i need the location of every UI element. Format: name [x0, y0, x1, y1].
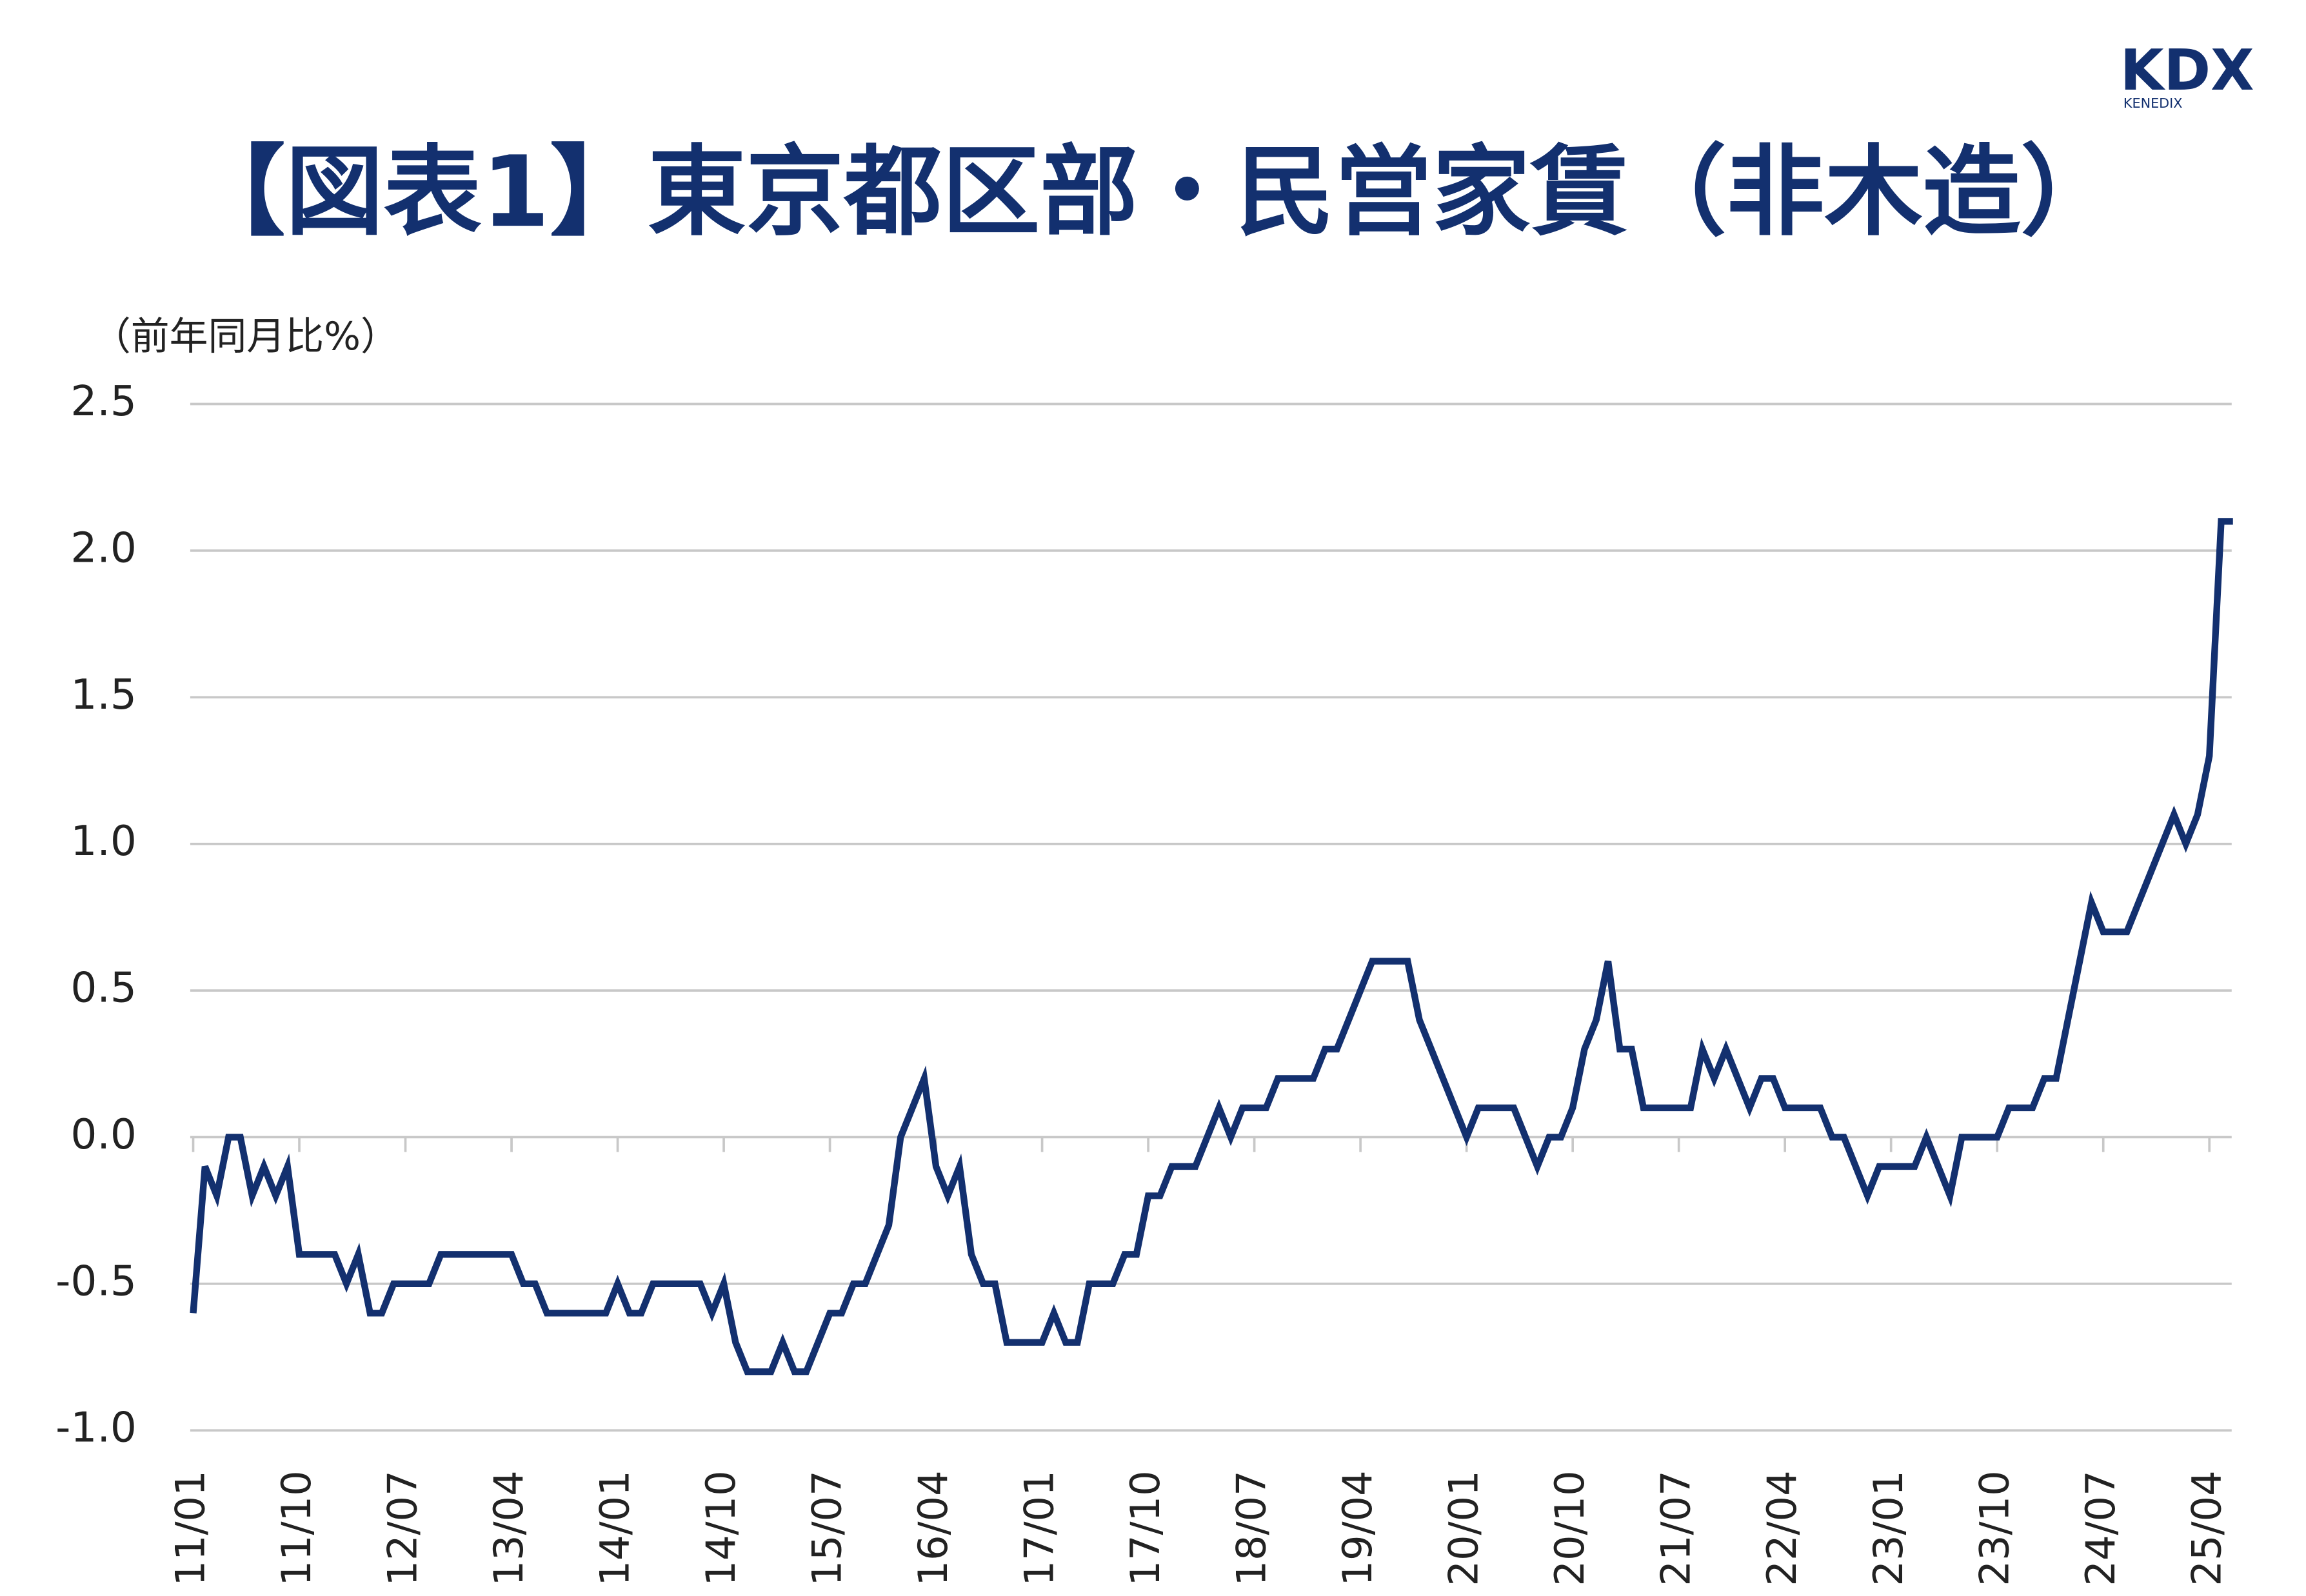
y-tick-label: 2.0: [70, 524, 137, 572]
line-series: [190, 518, 2233, 1375]
y-tick-label: 1.5: [70, 671, 137, 719]
x-tick-label: 18/07: [1228, 1470, 1275, 1586]
x-tick-label: 17/01: [1016, 1470, 1063, 1586]
x-tick-label: 16/04: [909, 1470, 957, 1586]
x-tick-label: 12/07: [379, 1470, 426, 1586]
x-tick-label: 11/10: [273, 1470, 320, 1586]
y-tick-label: 0.5: [70, 964, 137, 1012]
y-axis-label: （前年同月比%）: [92, 314, 399, 359]
y-tick-label: 2.5: [70, 377, 137, 426]
x-tick-label: 19/04: [1334, 1470, 1381, 1586]
y-tick-label: 1.0: [70, 817, 137, 865]
y-tick-label: -0.5: [55, 1257, 137, 1305]
x-tick-label: 14/01: [591, 1470, 639, 1586]
x-tick-label: 25/04: [2183, 1470, 2230, 1586]
x-tick-label: 11/01: [167, 1470, 214, 1586]
y-tick-label: 0.0: [70, 1110, 137, 1159]
x-tick-label: 21/07: [1653, 1470, 1700, 1586]
x-tick-label: 14/10: [697, 1470, 744, 1586]
x-tick-label: 22/04: [1758, 1470, 1805, 1586]
x-tick-label: 15/07: [804, 1470, 851, 1586]
x-tick-label: 24/07: [2077, 1470, 2124, 1586]
logo: KDX: [2120, 37, 2254, 103]
y-tick-label: -1.0: [55, 1404, 137, 1452]
x-tick-label: 23/10: [1971, 1470, 2018, 1586]
x-tick-label: 20/10: [1546, 1470, 1593, 1586]
x-tick-label: 20/01: [1440, 1470, 1487, 1586]
chart-title: 【図表1】東京都区部・民営家賃（非木造）: [187, 135, 2118, 249]
x-tick-label: 23/01: [1865, 1470, 1912, 1586]
logo-sub: KENEDIX: [2123, 95, 2183, 111]
x-tick-label: 17/10: [1122, 1470, 1169, 1586]
x-tick-label: 13/04: [485, 1470, 532, 1586]
